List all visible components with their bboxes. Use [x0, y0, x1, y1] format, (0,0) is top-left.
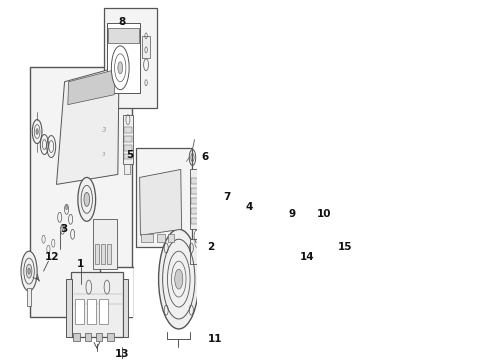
Text: 4: 4 — [245, 202, 253, 212]
Circle shape — [227, 217, 242, 253]
Polygon shape — [66, 279, 72, 337]
Polygon shape — [140, 170, 181, 235]
Text: 3: 3 — [60, 224, 67, 234]
Circle shape — [158, 229, 199, 329]
Bar — [96, 333, 102, 341]
Bar — [264, 244, 281, 319]
Bar — [242, 234, 261, 309]
Circle shape — [36, 129, 38, 135]
Bar — [136, 148, 191, 247]
Circle shape — [21, 251, 37, 291]
Bar — [73, 333, 80, 341]
Text: 2: 2 — [207, 242, 214, 252]
Circle shape — [26, 264, 32, 278]
Circle shape — [78, 177, 96, 221]
Bar — [245, 306, 252, 311]
Bar — [190, 179, 202, 184]
Bar — [123, 114, 133, 165]
Bar — [156, 234, 164, 242]
Bar — [107, 333, 114, 341]
Bar — [84, 333, 91, 341]
Text: 3: 3 — [102, 127, 106, 132]
Bar — [265, 235, 267, 247]
Bar — [124, 153, 131, 159]
Bar — [124, 165, 130, 175]
Circle shape — [111, 46, 129, 90]
Bar — [95, 244, 99, 264]
Bar — [190, 198, 202, 204]
Text: 10: 10 — [317, 209, 331, 219]
Bar — [93, 219, 117, 269]
Bar — [268, 235, 271, 247]
Bar — [124, 144, 131, 150]
Bar — [190, 218, 202, 224]
Text: 5: 5 — [126, 149, 133, 159]
Bar — [107, 244, 111, 264]
Bar — [30, 67, 132, 317]
Bar — [108, 28, 139, 43]
Circle shape — [118, 62, 122, 74]
Bar — [142, 36, 149, 58]
Bar — [101, 244, 105, 264]
Circle shape — [270, 274, 274, 284]
Circle shape — [246, 213, 264, 257]
Text: 8: 8 — [118, 17, 125, 27]
Bar — [141, 234, 153, 242]
Polygon shape — [123, 279, 128, 337]
Circle shape — [174, 269, 183, 289]
Bar — [244, 244, 259, 299]
Bar — [75, 299, 83, 324]
Bar — [107, 23, 140, 93]
Text: 13: 13 — [114, 349, 129, 359]
Bar — [266, 259, 278, 299]
Bar — [189, 170, 203, 229]
Text: 7: 7 — [223, 192, 230, 202]
Bar — [70, 272, 123, 337]
Bar — [189, 239, 203, 264]
Bar — [86, 299, 96, 324]
Text: 12: 12 — [44, 252, 59, 262]
Bar — [26, 288, 31, 306]
Bar — [124, 127, 131, 132]
Bar — [275, 235, 277, 247]
Circle shape — [232, 229, 237, 241]
Bar — [167, 234, 174, 242]
Text: 9: 9 — [288, 209, 296, 219]
Bar — [99, 299, 107, 324]
Bar — [190, 208, 202, 214]
Text: 6: 6 — [201, 153, 208, 162]
Text: 14: 14 — [299, 252, 313, 262]
Bar — [273, 311, 277, 319]
Circle shape — [84, 192, 89, 206]
Circle shape — [61, 225, 63, 230]
Bar — [100, 267, 133, 317]
Bar — [104, 8, 156, 108]
Bar — [272, 235, 274, 247]
Circle shape — [65, 205, 67, 210]
Text: 15: 15 — [338, 242, 352, 252]
Text: 3: 3 — [102, 152, 105, 157]
Circle shape — [252, 227, 258, 243]
Bar — [124, 136, 131, 141]
Bar — [266, 311, 270, 319]
Circle shape — [28, 268, 30, 274]
Text: 11: 11 — [207, 334, 222, 344]
Bar — [190, 188, 202, 194]
Polygon shape — [68, 70, 115, 105]
Polygon shape — [57, 67, 119, 184]
Circle shape — [253, 231, 257, 239]
Text: 1: 1 — [77, 259, 84, 269]
